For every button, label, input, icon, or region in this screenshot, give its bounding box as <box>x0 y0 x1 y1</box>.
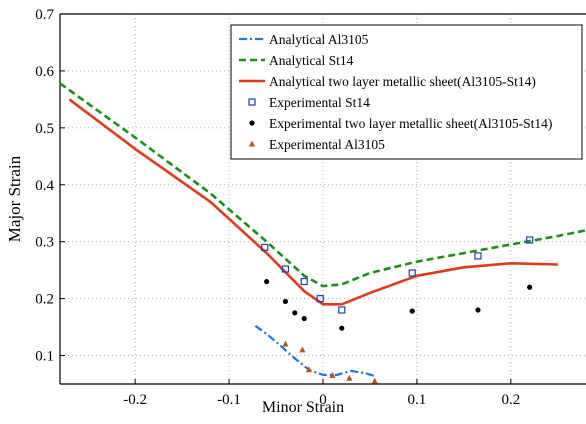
data-point-triangle <box>299 346 306 353</box>
legend-label-4: Experimental two layer metallic sheet(Al… <box>269 116 552 131</box>
data-point-square <box>300 277 308 286</box>
data-point-square <box>338 306 346 314</box>
x-tick-label: 0.2 <box>501 392 520 408</box>
data-point-triangle <box>371 377 378 384</box>
x-tick-label: 0.1 <box>408 392 427 408</box>
data-point-circle <box>339 325 345 331</box>
series-line-0 <box>254 325 376 378</box>
data-point-triangle <box>305 366 312 373</box>
legend-label-5: Experimental Al3105 <box>269 137 385 152</box>
legend-label-1: Analytical St14 <box>269 53 354 68</box>
legend-label-2: Analytical two layer metallic sheet(Al31… <box>269 74 536 89</box>
data-point-triangle <box>346 374 353 381</box>
y-tick-label: 0.1 <box>35 349 54 365</box>
data-point-triangle <box>282 340 289 347</box>
legend-label-0: Analytical Al3105 <box>269 32 369 47</box>
y-tick-label: 0.6 <box>35 64 54 80</box>
legend-swatch-5 <box>249 140 255 147</box>
y-tick-label: 0.4 <box>35 178 54 194</box>
data-point-circle <box>264 278 270 285</box>
data-point-square <box>316 295 324 303</box>
data-point-square <box>281 265 290 273</box>
data-point-circle <box>301 315 307 322</box>
y-tick-label: 0.3 <box>35 235 54 251</box>
data-point-triangle <box>329 371 336 378</box>
legend-label-3: Experimental St14 <box>269 95 370 110</box>
x-tick-label: -0.1 <box>217 392 241 408</box>
data-point-circle <box>292 310 298 316</box>
y-tick-label: 0.5 <box>35 121 54 137</box>
data-point-circle <box>475 307 481 313</box>
x-tick-label: -0.2 <box>123 392 147 408</box>
data-point-square <box>408 269 416 277</box>
data-point-circle <box>527 284 533 290</box>
data-point-square <box>474 252 482 260</box>
data-point-circle <box>409 308 415 314</box>
series-line-2 <box>68 98 558 306</box>
legend-swatch-3 <box>248 98 256 106</box>
x-tick-label: 0 <box>319 392 327 408</box>
legend-box <box>230 24 583 160</box>
legend-swatch-4 <box>249 120 255 126</box>
y-tick-label: 0.7 <box>35 7 54 23</box>
x-axis-title: Minor Strain <box>262 399 344 416</box>
data-point-square <box>261 243 269 251</box>
data-point-square <box>526 236 534 244</box>
y-tick-label: 0.2 <box>35 292 54 308</box>
data-point-circle <box>282 298 289 305</box>
y-axis-title: Major Strain <box>5 155 24 242</box>
